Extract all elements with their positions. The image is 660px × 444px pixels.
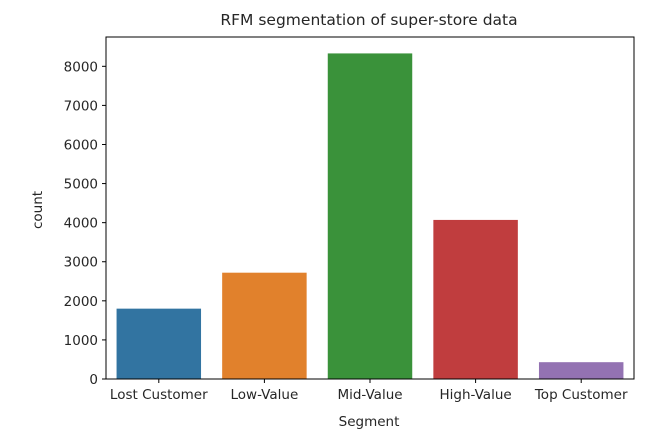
chart-title: RFM segmentation of super-store data bbox=[220, 11, 517, 29]
y-tick-label: 4000 bbox=[64, 216, 98, 232]
y-axis-label: count bbox=[30, 191, 46, 229]
y-tick-label: 1000 bbox=[64, 333, 98, 349]
y-tick-label: 3000 bbox=[64, 255, 98, 271]
plot-frame bbox=[105, 36, 635, 380]
bar-mid-value bbox=[327, 53, 413, 380]
bar-high-value bbox=[433, 219, 518, 379]
y-tick-label: 6000 bbox=[64, 137, 98, 153]
x-tick-label: Top Customer bbox=[534, 387, 628, 403]
x-tick-label: High-Value bbox=[440, 387, 512, 403]
y-tick-label: 0 bbox=[89, 372, 98, 388]
bar-lost-customer bbox=[116, 308, 202, 379]
y-tick-label: 5000 bbox=[64, 177, 98, 193]
bar-top-customer bbox=[538, 362, 624, 379]
x-axis-label: Segment bbox=[339, 414, 400, 430]
bar-low-value bbox=[222, 272, 307, 379]
x-tick-label: Lost Customer bbox=[110, 387, 208, 403]
x-tick-label: Low-Value bbox=[231, 387, 299, 403]
bars-group bbox=[116, 53, 624, 380]
y-axis-ticks: 0 1000 2000 3000 4000 5000 6000 7000 8000 bbox=[64, 59, 106, 388]
y-tick-label: 8000 bbox=[64, 59, 98, 75]
y-tick-label: 2000 bbox=[64, 294, 98, 310]
x-tick-label: Mid-Value bbox=[337, 387, 402, 403]
x-axis-ticks: Lost Customer Low-Value Mid-Value High-Valu… bbox=[110, 379, 628, 403]
y-tick-label: 7000 bbox=[64, 98, 98, 114]
